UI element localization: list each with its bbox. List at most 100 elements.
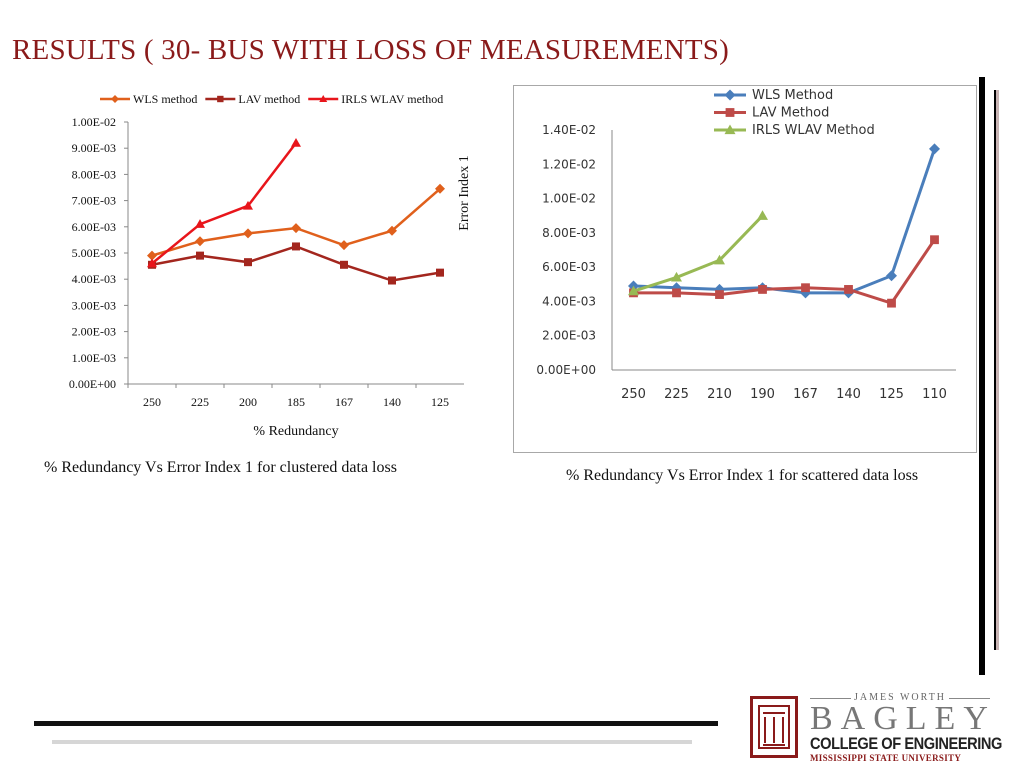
data-point-1 (887, 298, 896, 308)
data-point-2 (714, 254, 725, 265)
series-line-0 (633, 148, 936, 295)
legend-label-2: IRLS WLAV Method (752, 123, 875, 138)
slide-title: RESULTS ( 30- BUS WITH LOSS OF MEASUREME… (12, 34, 729, 66)
data-point-0 (195, 236, 205, 247)
y-tick-label: 2.00E-03 (72, 325, 116, 339)
clustered-loss-chart: 0.00E+00 1.00E-03 2.00E-03 3.00E-03 4.00E-03… (30, 85, 500, 445)
y-tick-label: 5.00E-03 (72, 246, 116, 260)
y-tick-label: 1.00E-02 (542, 192, 596, 206)
data-point-0 (886, 270, 897, 282)
logo-college: COLLEGE OF ENGINEERING (810, 734, 1002, 753)
data-point-0 (243, 228, 253, 239)
x-tick-label: 250 (621, 387, 646, 402)
legend-label-0: WLS Method (752, 88, 833, 103)
data-point-2 (195, 219, 205, 228)
legend-marker-1 (725, 108, 735, 117)
x-tick-label: 140 (836, 387, 861, 402)
scattered-loss-chart-svg: 0.00E+00 2.00E-03 4.00E-03 6.00E-03 8.00E-03… (536, 88, 956, 402)
data-point-1 (758, 285, 767, 294)
data-point-1 (292, 242, 300, 251)
x-tick-label: 190 (750, 387, 775, 402)
series-line-2 (151, 142, 297, 265)
x-tick-label: 125 (879, 387, 904, 402)
data-point-2 (243, 200, 253, 210)
x-tick-label: 210 (707, 387, 732, 402)
y-tick-label: 3.00E-03 (72, 298, 116, 312)
x-tick-label: 110 (922, 387, 947, 402)
y-tick-label: 1.40E-02 (542, 123, 596, 137)
y-tick-label: 1.00E-03 (72, 351, 116, 365)
legend-label-0: WLS method (133, 92, 197, 106)
scattered-loss-chart: 0.00E+00 2.00E-03 4.00E-03 6.00E-03 8.00E-03… (513, 85, 977, 453)
legend-marker-2 (319, 95, 328, 102)
data-point-2 (147, 258, 157, 268)
y-tick-label: 8.00E-03 (72, 167, 116, 181)
data-point-1 (436, 268, 444, 277)
data-point-1 (715, 290, 724, 299)
data-point-1 (930, 235, 939, 245)
data-point-1 (844, 285, 853, 294)
x-tick-label: 140 (383, 395, 401, 409)
legend-marker-2 (724, 124, 736, 135)
logo-university: MISSISSIPPI STATE UNIVERSITY (810, 753, 962, 763)
y-tick-label: 6.00E-03 (542, 260, 596, 274)
data-point-2 (757, 210, 768, 220)
x-tick-label: 167 (793, 387, 818, 402)
data-point-2 (628, 285, 639, 296)
legend-marker-0 (111, 95, 119, 103)
data-point-0 (291, 223, 301, 234)
y-tick-label: 8.00E-03 (542, 226, 596, 240)
y-tick-label: 0.00E+00 (536, 363, 596, 377)
y-tick-label: 7.00E-03 (72, 194, 116, 208)
logo-bagley: BAGLEY (810, 700, 996, 737)
x-axis-title: % Redundancy (253, 424, 338, 439)
data-point-0 (671, 282, 682, 294)
x-tick-label: 125 (431, 395, 449, 409)
data-point-0 (435, 183, 445, 194)
bagley-college-logo: JAMES WORTH BAGLEY COLLEGE OF ENGINEERIN… (748, 692, 1002, 764)
data-point-1 (672, 288, 681, 298)
y-tick-label: 6.00E-03 (72, 220, 116, 234)
data-point-1 (801, 283, 810, 293)
y-tick-label: 1.20E-02 (542, 157, 596, 171)
caption-clustered: % Redundancy Vs Error Index 1 for cluste… (44, 459, 397, 476)
x-tick-label: 250 (143, 395, 161, 409)
y-tick-label: 4.00E-03 (72, 272, 116, 286)
data-point-1 (340, 260, 348, 269)
legend-label-1: LAV Method (752, 106, 829, 121)
clustered-loss-chart-svg: 0.00E+00 1.00E-03 2.00E-03 3.00E-03 4.00E-03… (69, 92, 472, 439)
data-point-2 (291, 137, 301, 147)
right-divider-line (994, 90, 996, 650)
y-axis-title: Error Index 1 (457, 155, 472, 230)
data-point-1 (196, 251, 204, 260)
series-line-1 (151, 245, 441, 282)
right-divider-bar (979, 77, 985, 675)
data-point-1 (244, 258, 252, 267)
data-point-0 (339, 240, 349, 251)
x-tick-label: 185 (287, 395, 305, 409)
caption-scattered: % Redundancy Vs Error Index 1 for scatte… (566, 467, 919, 484)
data-point-0 (714, 283, 725, 295)
footer-rule (34, 721, 718, 726)
legend-marker-1 (217, 95, 224, 103)
data-point-2 (671, 271, 682, 282)
right-divider-shadow (996, 90, 999, 650)
legend-label-1: LAV method (238, 92, 300, 106)
y-tick-label: 1.00E-02 (72, 115, 116, 129)
y-tick-label: 0.00E+00 (69, 377, 116, 391)
footer-rule-shadow (52, 740, 692, 744)
data-point-0 (147, 250, 157, 261)
data-point-0 (387, 225, 397, 236)
x-tick-label: 225 (664, 387, 689, 402)
series-line-1 (633, 238, 936, 305)
y-tick-label: 2.00E-03 (542, 329, 596, 343)
data-point-0 (929, 143, 940, 155)
legend-marker-0 (724, 89, 736, 101)
y-tick-label: 4.00E-03 (542, 294, 596, 308)
series-line-2 (633, 214, 764, 293)
x-tick-label: 167 (335, 395, 353, 409)
y-tick-label: 9.00E-03 (72, 141, 116, 155)
logo-seal-icon (750, 696, 798, 758)
x-tick-label: 200 (239, 395, 257, 409)
legend-label-2: IRLS WLAV method (341, 92, 443, 106)
